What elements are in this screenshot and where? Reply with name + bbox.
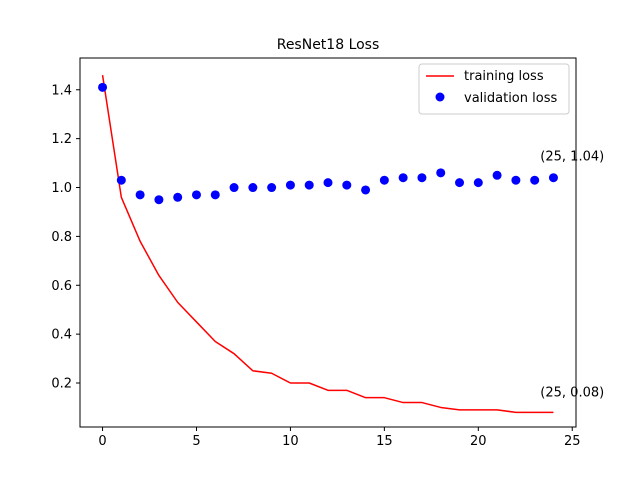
validation-loss-point (530, 175, 540, 185)
validation-loss-point (304, 180, 314, 190)
x-tick-label: 25 (564, 434, 581, 449)
legend-training-label: training loss (464, 69, 544, 84)
validation-loss-point (323, 178, 333, 188)
validation-loss-point (154, 195, 164, 205)
validation-loss-point (285, 180, 295, 190)
x-tick-label: 5 (192, 434, 200, 449)
validation-loss-point (342, 180, 352, 190)
legend-validation-label: validation loss (464, 91, 557, 106)
validation-loss-point (379, 175, 389, 185)
legend: training loss validation loss (418, 63, 570, 115)
x-tick-label: 15 (376, 434, 393, 449)
x-axis: 0 5 10 15 20 25 (98, 427, 581, 449)
x-tick-label: 0 (98, 434, 106, 449)
validation-loss-point (267, 183, 277, 193)
validation-loss-point (210, 190, 220, 200)
chart-title: ResNet18 Loss (277, 37, 380, 53)
legend-validation-swatch (435, 92, 445, 102)
validation-loss-point (173, 192, 183, 202)
validation-loss-point (548, 173, 558, 183)
plot-area (98, 74, 558, 414)
y-tick-label: 1.4 (51, 83, 72, 98)
validation-loss-point (473, 178, 483, 188)
x-tick-label: 20 (470, 434, 487, 449)
training-loss-line (101, 74, 554, 414)
legend-box (418, 63, 570, 115)
y-tick-label: 0.6 (51, 279, 72, 294)
validation-loss-point (417, 173, 427, 183)
validation-loss-point (455, 178, 465, 188)
validation-loss-point (191, 190, 201, 200)
validation-loss-point (511, 175, 521, 185)
y-axis: 0.2 0.4 0.6 0.8 1.0 1.2 1.4 (51, 83, 80, 392)
validation-loss-point (135, 190, 145, 200)
y-tick-label: 0.2 (51, 377, 72, 392)
y-tick-label: 0.4 (51, 328, 72, 343)
y-tick-label: 0.8 (51, 230, 72, 245)
validation-loss-point (248, 183, 258, 193)
validation-loss-point (361, 185, 371, 195)
y-tick-label: 1.0 (51, 181, 72, 196)
validation-loss-point (229, 183, 239, 193)
x-tick-label: 10 (282, 434, 299, 449)
validation-loss-point (436, 168, 446, 178)
validation-loss-point (492, 170, 502, 180)
axes-frame (79, 57, 577, 428)
annotations: (25, 1.04) (25, 0.08) (540, 150, 604, 401)
y-tick-label: 1.2 (51, 132, 72, 147)
validation-loss-point (116, 175, 126, 185)
validation-loss-point (398, 173, 408, 183)
point-annotation: (25, 0.08) (540, 385, 604, 400)
point-annotation: (25, 1.04) (540, 150, 604, 165)
validation-loss-point (98, 82, 108, 92)
